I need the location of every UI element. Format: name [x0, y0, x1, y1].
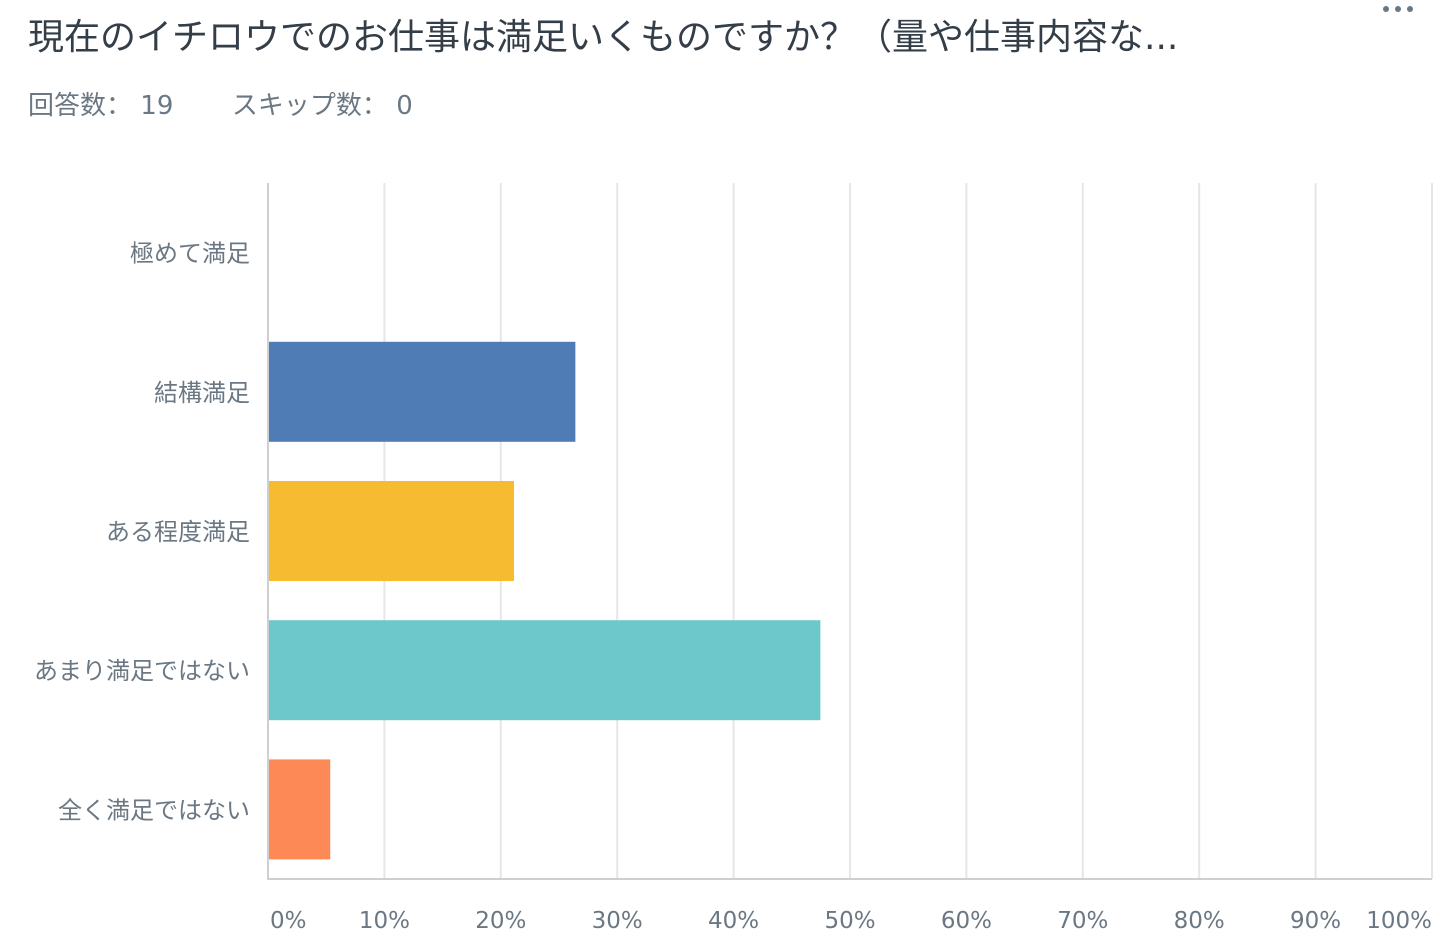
- x-tick-label: 80%: [1174, 908, 1225, 934]
- x-tick-label: 100%: [1366, 908, 1432, 934]
- bar: [269, 759, 331, 860]
- skipped-count: 0: [396, 91, 413, 121]
- answered-label: 回答数：: [28, 91, 133, 121]
- bar: [269, 341, 576, 442]
- x-tick-label: 60%: [941, 908, 992, 934]
- more-horizontal-icon: [1383, 6, 1413, 12]
- y-category-label: あまり満足ではない: [34, 657, 250, 685]
- question-title: 現在のイチロウでのお仕事は満足いくものですか？（量や仕事内容な...: [28, 17, 1179, 58]
- y-category-label: ある程度満足: [106, 518, 250, 546]
- x-tick-label: 70%: [1057, 908, 1108, 934]
- y-category-label: 全く満足ではない: [58, 796, 250, 824]
- x-tick-label: 40%: [708, 908, 759, 934]
- x-tick-label: 10%: [359, 908, 410, 934]
- x-tick-label: 20%: [475, 908, 526, 934]
- y-category-label: 極めて満足: [130, 240, 250, 268]
- bar: [269, 481, 515, 581]
- skipped-label: スキップ数：: [231, 91, 388, 121]
- response-stats: 回答数： 19 スキップ数： 0: [28, 86, 413, 126]
- more-options-button[interactable]: [1372, 0, 1424, 22]
- x-tick-label: 0%: [270, 908, 307, 934]
- x-tick-label: 30%: [592, 908, 643, 934]
- x-tick-label: 50%: [824, 908, 875, 934]
- y-category-label: 結構満足: [154, 379, 250, 407]
- x-tick-label: 90%: [1290, 908, 1341, 934]
- bar: [269, 620, 821, 721]
- answered-count: 19: [140, 91, 174, 121]
